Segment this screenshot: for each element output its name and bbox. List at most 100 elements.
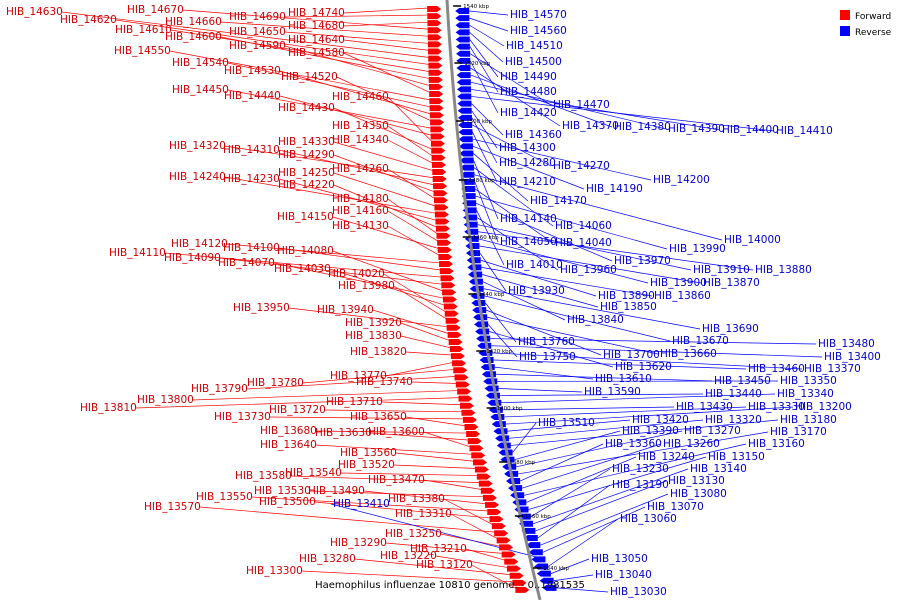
reverse-gene-label[interactable]: HIB_14170 <box>530 195 587 207</box>
forward-gene-feature[interactable] <box>462 416 477 423</box>
forward-gene-label[interactable]: HIB_13830 <box>345 330 402 342</box>
forward-gene-feature[interactable] <box>427 41 442 48</box>
reverse-gene-feature[interactable] <box>456 79 471 86</box>
forward-gene-label[interactable]: HIB_14520 <box>281 71 338 83</box>
forward-gene-label[interactable]: HIB_13300 <box>246 565 303 577</box>
forward-gene-feature[interactable] <box>432 168 447 175</box>
forward-gene-label[interactable]: HIB_14600 <box>165 31 222 43</box>
reverse-gene-feature[interactable] <box>459 143 474 150</box>
reverse-gene-label[interactable]: HIB_13360 <box>605 438 662 450</box>
forward-gene-feature[interactable] <box>469 445 484 452</box>
forward-gene-feature[interactable] <box>454 374 469 381</box>
forward-gene-feature[interactable] <box>428 62 443 69</box>
reverse-gene-feature[interactable] <box>455 8 470 14</box>
forward-gene-label[interactable]: HIB_13800 <box>137 394 194 406</box>
reverse-gene-feature[interactable] <box>473 314 488 321</box>
forward-gene-label[interactable]: HIB_13210 <box>410 543 467 555</box>
reverse-gene-label[interactable]: HIB_13900 <box>650 277 707 289</box>
reverse-gene-label[interactable]: HIB_14380 <box>614 121 671 133</box>
forward-gene-feature[interactable] <box>512 579 527 586</box>
reverse-gene-label[interactable]: HIB_13840 <box>567 314 624 326</box>
reverse-gene-label[interactable]: HIB_13130 <box>668 475 725 487</box>
forward-gene-label[interactable]: HIB_13720 <box>269 404 326 416</box>
forward-gene-label[interactable]: HIB_14650 <box>229 26 286 38</box>
forward-gene-feature[interactable] <box>509 572 524 579</box>
forward-gene-label[interactable]: HIB_14070 <box>218 257 275 269</box>
forward-gene-feature[interactable] <box>476 473 491 480</box>
forward-gene-feature[interactable] <box>491 523 506 530</box>
forward-gene-feature[interactable] <box>428 55 443 62</box>
forward-gene-feature[interactable] <box>433 183 448 190</box>
reverse-gene-label[interactable]: HIB_14560 <box>510 25 567 37</box>
forward-gene-label[interactable]: HIB_13810 <box>80 402 137 414</box>
reverse-gene-label[interactable]: HIB_13700 <box>603 349 660 361</box>
forward-gene-label[interactable]: HIB_13570 <box>144 501 201 513</box>
forward-gene-feature[interactable] <box>428 83 443 90</box>
forward-gene-feature[interactable] <box>431 154 446 161</box>
forward-gene-label[interactable]: HIB_14440 <box>224 90 281 102</box>
reverse-gene-label[interactable]: HIB_13860 <box>654 290 711 302</box>
forward-gene-label[interactable]: HIB_13650 <box>350 411 407 423</box>
forward-gene-label[interactable]: HIB_13820 <box>350 346 407 358</box>
forward-gene-feature[interactable] <box>467 438 482 445</box>
forward-gene-label[interactable]: HIB_14020 <box>328 268 385 280</box>
forward-gene-feature[interactable] <box>444 310 459 317</box>
forward-gene-feature[interactable] <box>447 331 462 338</box>
reverse-gene-label[interactable]: HIB_13760 <box>518 336 575 348</box>
reverse-gene-feature[interactable] <box>455 36 470 43</box>
forward-gene-label[interactable]: HIB_14260 <box>332 163 389 175</box>
forward-gene-feature[interactable] <box>464 423 479 430</box>
forward-gene-feature[interactable] <box>449 346 464 353</box>
forward-gene-feature[interactable] <box>450 353 465 360</box>
reverse-gene-feature[interactable] <box>464 228 479 235</box>
reverse-gene-label[interactable]: HIB_14200 <box>653 174 710 186</box>
forward-gene-label[interactable]: HIB_13600 <box>368 426 425 438</box>
reverse-gene-label[interactable]: HIB_13050 <box>591 553 648 565</box>
forward-gene-feature[interactable] <box>430 133 445 140</box>
forward-gene-label[interactable]: HIB_13680 <box>260 425 317 437</box>
reverse-gene-feature[interactable] <box>542 584 557 591</box>
forward-gene-feature[interactable] <box>427 20 442 27</box>
reverse-gene-feature[interactable] <box>457 114 472 121</box>
forward-gene-feature[interactable] <box>431 161 446 168</box>
forward-gene-feature[interactable] <box>446 324 461 331</box>
reverse-gene-label[interactable]: HIB_14370 <box>562 120 619 132</box>
reverse-gene-feature[interactable] <box>514 506 529 513</box>
reverse-gene-label[interactable]: HIB_14040 <box>555 237 612 249</box>
reverse-gene-label[interactable]: HIB_13410 <box>333 498 390 510</box>
forward-gene-label[interactable]: HIB_13470 <box>368 474 425 486</box>
reverse-gene-label[interactable]: HIB_13690 <box>702 323 759 335</box>
forward-gene-label[interactable]: HIB_14320 <box>169 140 226 152</box>
reverse-gene-label[interactable]: HIB_13240 <box>638 451 695 463</box>
forward-gene-feature[interactable] <box>473 459 488 466</box>
reverse-gene-label[interactable]: HIB_14420 <box>500 107 557 119</box>
forward-gene-feature[interactable] <box>427 27 442 34</box>
forward-gene-feature[interactable] <box>494 530 509 537</box>
reverse-gene-feature[interactable] <box>456 72 471 79</box>
forward-gene-feature[interactable] <box>429 112 444 119</box>
reverse-gene-feature[interactable] <box>496 442 511 449</box>
forward-gene-label[interactable]: HIB_14150 <box>277 211 334 223</box>
forward-gene-label[interactable]: HIB_14250 <box>278 167 335 179</box>
forward-gene-label[interactable]: HIB_14690 <box>229 11 286 23</box>
reverse-gene-feature[interactable] <box>455 43 470 50</box>
reverse-gene-label[interactable]: HIB_13320 <box>705 414 762 426</box>
forward-gene-label[interactable]: HIB_14430 <box>278 102 335 114</box>
forward-gene-feature[interactable] <box>427 13 442 20</box>
reverse-gene-label[interactable]: HIB_14360 <box>505 129 562 141</box>
reverse-gene-feature[interactable] <box>455 29 470 36</box>
forward-gene-feature[interactable] <box>442 296 457 303</box>
forward-gene-feature[interactable] <box>448 338 463 345</box>
forward-gene-feature[interactable] <box>441 282 456 289</box>
forward-gene-feature[interactable] <box>429 91 444 98</box>
forward-gene-feature[interactable] <box>428 69 443 76</box>
reverse-gene-feature[interactable] <box>457 93 472 100</box>
reverse-gene-feature[interactable] <box>476 335 491 342</box>
forward-gene-label[interactable]: HIB_14290 <box>278 149 335 161</box>
reverse-gene-label[interactable]: HIB_13610 <box>595 373 652 385</box>
forward-gene-feature[interactable] <box>435 218 450 225</box>
forward-gene-feature[interactable] <box>515 586 530 593</box>
reverse-gene-feature[interactable] <box>455 15 470 22</box>
reverse-gene-feature[interactable] <box>460 171 475 178</box>
reverse-gene-label[interactable]: HIB_13450 <box>714 375 771 387</box>
